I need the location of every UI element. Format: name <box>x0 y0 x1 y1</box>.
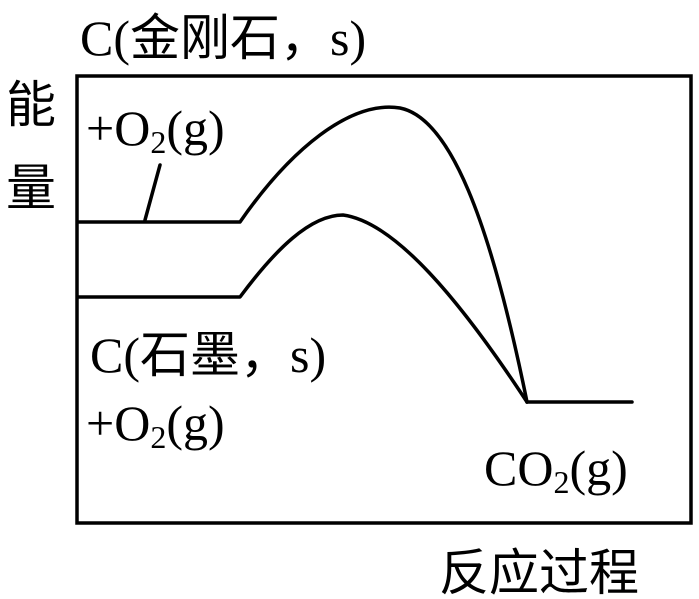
graphite-energy-curve <box>76 213 529 404</box>
y-axis-label-char-2: 量 <box>6 159 56 217</box>
diamond-leader-line <box>143 163 162 222</box>
graphite-label-line1: C(石墨，s) <box>90 327 326 383</box>
plot-frame <box>75 74 693 525</box>
diamond-label-line1: C(金刚石，s) <box>80 10 366 66</box>
diamond-energy-curve <box>76 105 529 404</box>
y-axis-label-char-1: 能 <box>6 76 56 134</box>
co2-label: CO2(g) <box>484 440 628 500</box>
x-axis-label: 反应过程 <box>439 544 639 599</box>
graphite-label-line2: +O2(g) <box>86 395 225 455</box>
diamond-label-line2: +O2(g) <box>86 100 225 160</box>
